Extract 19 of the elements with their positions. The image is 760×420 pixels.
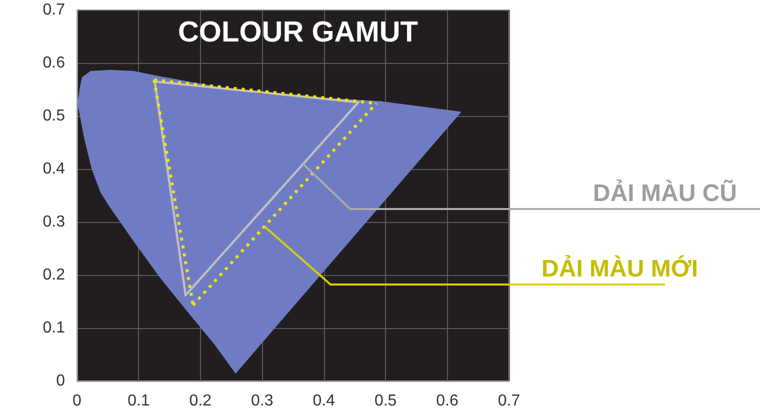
y-tick-label: 0.3 — [42, 214, 66, 230]
x-tick-label: 0 — [72, 392, 82, 410]
y-tick-label: 0.4 — [42, 160, 66, 178]
x-tick-label: 0.3 — [251, 392, 274, 410]
chart-title: COLOUR GAMUT — [178, 16, 418, 48]
text: DẢI MÀU MỚI — [542, 254, 698, 282]
x-tick-label: 0.5 — [374, 392, 397, 410]
x-tick-label: 0.7 — [498, 392, 520, 410]
x-tick-label: 0.1 — [128, 392, 150, 410]
text: DẢI MÀU CŨ — [593, 178, 737, 207]
x-tick-label: 0.6 — [436, 392, 459, 410]
x-tick-label: 0.2 — [189, 392, 212, 410]
y-tick-label: 0.6 — [42, 54, 66, 72]
y-tick-label: 0 — [56, 372, 66, 390]
y-tick-label: 0.5 — [42, 108, 66, 124]
y-tick-label: 0.1 — [42, 320, 66, 336]
x-tick-label: 0.4 — [312, 392, 336, 410]
y-tick-label: 0.2 — [42, 266, 66, 284]
y-tick-label: 0.7 — [42, 2, 66, 18]
